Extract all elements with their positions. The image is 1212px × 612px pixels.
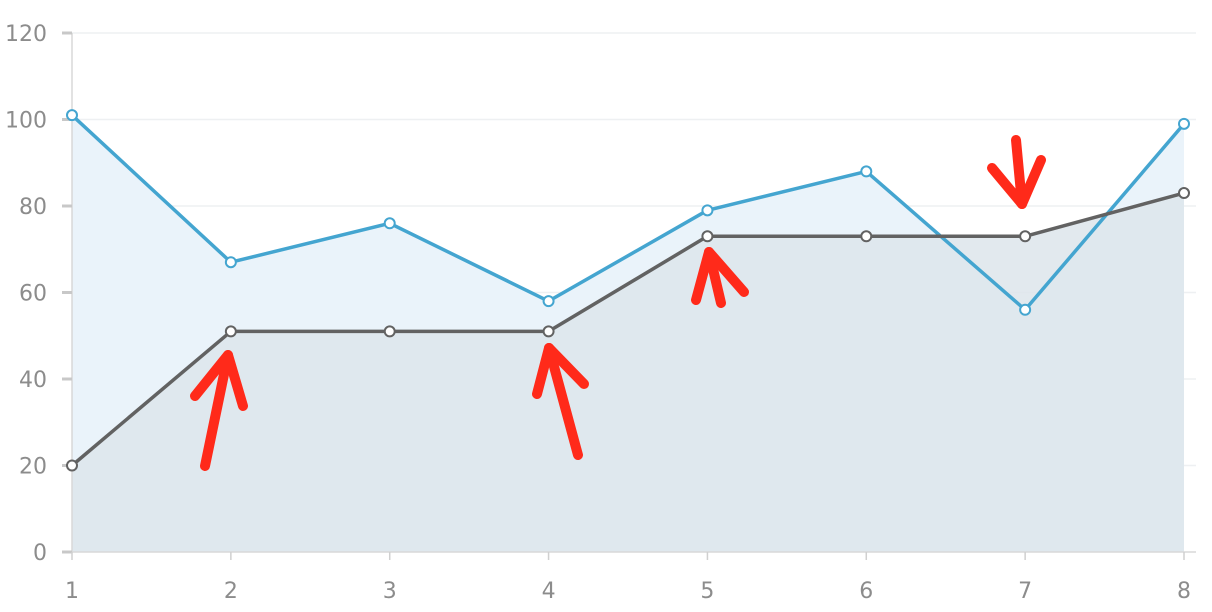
x-tick-label-8: 8: [1177, 579, 1191, 604]
annotation-arrow-1: [190, 350, 248, 471]
series-1-point-8: [1178, 117, 1190, 130]
x-tick-label-3: 3: [383, 579, 397, 604]
series-2-point-7: [1019, 230, 1032, 243]
series-1-point-6: [860, 165, 873, 178]
series-2-area: [72, 193, 1184, 552]
series-1-line: [70, 113, 1186, 312]
y-tick-label-80: 80: [19, 195, 47, 220]
series-2-point-6: [860, 230, 873, 243]
series-1-point-4: [542, 295, 555, 308]
series-1-point-7: [1019, 303, 1032, 316]
x-tick-label-4: 4: [542, 579, 556, 604]
annotation-arrow-4: [987, 135, 1046, 209]
series-2-point-2: [224, 325, 237, 338]
annotation-arrow-2: [532, 343, 589, 460]
arrow-shaft: [200, 350, 233, 471]
series-1-point-5: [701, 204, 714, 217]
arrow-shaft: [544, 343, 583, 460]
area-fills: [72, 115, 1184, 553]
series-2-point-3: [383, 325, 396, 338]
arrow-head: [987, 155, 1046, 209]
y-tick-label-40: 40: [19, 368, 47, 393]
annotation-arrow-3: [691, 247, 749, 308]
series-2-point-8: [1178, 187, 1190, 200]
y-tick-label-60: 60: [19, 282, 47, 307]
y-tick-label-20: 20: [19, 455, 47, 480]
x-tick-label-6: 6: [859, 579, 873, 604]
series-lines: [70, 113, 1186, 467]
x-tick-label-5: 5: [700, 579, 714, 604]
x-tick-label-7: 7: [1018, 579, 1032, 604]
series-2-point-1: [66, 459, 78, 472]
series-1-point-3: [383, 217, 396, 230]
arrow-head: [691, 247, 749, 305]
x-tick-label-1: 1: [65, 579, 79, 604]
series-2-point-4: [542, 325, 555, 338]
x-tick-label-2: 2: [224, 579, 238, 604]
series-2-line: [70, 191, 1185, 467]
series-2-point-5: [701, 230, 714, 243]
arrow-shaft: [1011, 135, 1027, 209]
series-1-point-2: [224, 256, 237, 269]
y-tick-label-100: 100: [5, 109, 47, 134]
series-points: [66, 109, 1190, 472]
y-tick-label-120: 120: [5, 22, 47, 47]
arrow-head: [190, 350, 248, 411]
axes: 0 20 40 60 80 100 120 1 2 3 4 5 6 7 8: [5, 22, 1196, 604]
y-tick-label-0: 0: [33, 541, 47, 566]
annotations: [190, 135, 1046, 471]
series-1-point-1: [66, 109, 78, 122]
arrow-head: [532, 343, 589, 399]
